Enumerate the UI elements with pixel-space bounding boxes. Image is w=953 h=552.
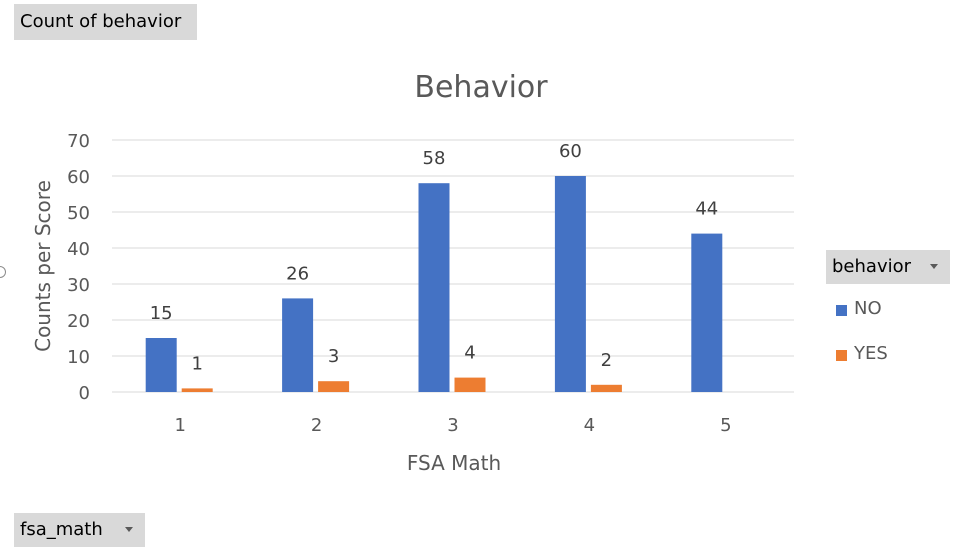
data-labels: 15 26 58 60 44 1 3 4 2: [150, 141, 719, 374]
bar-no: [145, 338, 177, 392]
values-field-button[interactable]: Count of behavior: [14, 4, 197, 40]
data-label: 3: [328, 346, 339, 367]
data-label: 1: [191, 353, 202, 374]
bar-yes: [318, 381, 350, 392]
y-tick-label: 20: [67, 311, 90, 332]
y-tick-label: 10: [67, 347, 90, 368]
legend-swatch-no: [836, 305, 847, 316]
data-label: 60: [559, 141, 582, 162]
data-label: 4: [464, 343, 475, 364]
legend-swatch-yes: [836, 350, 847, 361]
chart-title: Behavior: [414, 70, 548, 105]
x-tick-label: 4: [584, 415, 595, 436]
data-label: 15: [150, 303, 173, 324]
bar-no: [691, 233, 723, 392]
data-label: 58: [423, 148, 446, 169]
axis-field-label: fsa_math: [20, 519, 103, 540]
data-label: 26: [286, 263, 309, 284]
bar-yes: [454, 377, 486, 392]
legend-field-button[interactable]: behavior: [826, 250, 950, 284]
x-axis-ticks: 1 2 3 4 5: [174, 415, 731, 436]
y-tick-label: 0: [79, 383, 90, 404]
legend-label-no: NO: [854, 298, 882, 319]
data-label: 2: [601, 350, 612, 371]
y-axis-label: Counts per Score: [31, 180, 55, 352]
y-tick-label: 50: [67, 203, 90, 224]
y-tick-label: 40: [67, 239, 90, 260]
bar-no: [418, 183, 450, 392]
bar-no: [282, 298, 314, 392]
bar-yes: [181, 388, 213, 392]
bar-no: [554, 176, 586, 392]
y-axis-ticks: 0 10 20 30 40 50 60 70: [67, 131, 90, 404]
gridlines: [112, 139, 794, 393]
bars: [145, 176, 723, 392]
chevron-down-icon: [930, 264, 938, 269]
x-tick-label: 5: [720, 415, 731, 436]
y-tick-label: 30: [67, 275, 90, 296]
chevron-down-icon: [125, 527, 133, 532]
y-tick-label: 60: [67, 167, 90, 188]
bar-yes: [590, 384, 622, 392]
legend-field-label: behavior: [832, 256, 912, 277]
x-axis-label: FSA Math: [407, 451, 501, 475]
data-label: 44: [695, 199, 718, 220]
axis-field-button[interactable]: fsa_math: [14, 513, 145, 547]
values-field-label: Count of behavior: [20, 11, 182, 32]
x-tick-label: 3: [447, 415, 458, 436]
y-tick-label: 70: [67, 131, 90, 152]
x-tick-label: 1: [174, 415, 185, 436]
x-tick-label: 2: [311, 415, 322, 436]
legend-label-yes: YES: [854, 343, 888, 364]
